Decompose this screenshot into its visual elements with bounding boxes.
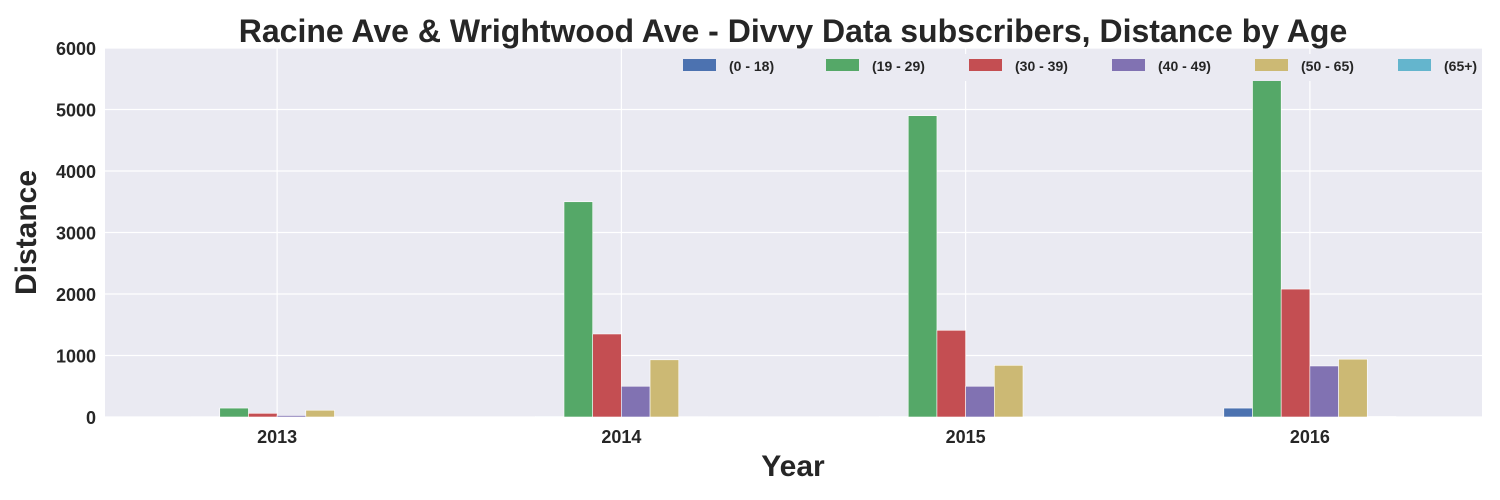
legend-entry: (65+) [1398, 58, 1477, 74]
legend-swatch [969, 59, 1002, 71]
legend-label: (40 - 49) [1158, 58, 1211, 74]
bar [994, 365, 1024, 418]
bar [649, 359, 680, 418]
legend-entry: (19 - 29) [826, 58, 925, 74]
y-tick-labels: 0 1000 2000 3000 4000 5000 6000 [56, 39, 96, 428]
bar [305, 409, 335, 418]
y-tick-label: 4000 [56, 162, 96, 182]
bar-series [276, 365, 1339, 418]
bar-series [248, 288, 1311, 418]
legend-background [675, 54, 1478, 81]
x-axis-label: Year [761, 450, 825, 483]
x-tick-label: 2015 [946, 427, 986, 447]
bar [936, 329, 966, 418]
bar [248, 413, 278, 418]
y-tick-label: 6000 [56, 39, 96, 59]
bar [907, 115, 938, 418]
legend-label: (0 - 18) [729, 58, 774, 74]
x-tick-label: 2013 [257, 427, 297, 447]
bar [276, 415, 307, 418]
legend-entry: (50 - 65) [1255, 58, 1354, 74]
chart-title: Racine Ave & Wrightwood Ave - Divvy Data… [239, 13, 1347, 49]
y-tick-label: 0 [86, 408, 96, 428]
bar-series [219, 79, 1282, 418]
y-axis-label: Distance [10, 170, 43, 295]
y-tick-label: 5000 [56, 101, 96, 121]
bar-series [305, 358, 1368, 418]
bars [190, 79, 1397, 418]
y-tick-label: 1000 [56, 347, 96, 367]
x-tick-label: 2014 [601, 427, 641, 447]
legend-swatch [683, 59, 716, 71]
x-tick-labels: 2013 2014 2015 2016 [257, 427, 1330, 447]
bar [563, 201, 593, 418]
legend-entry: (40 - 49) [1112, 58, 1211, 74]
legend-label: (65+) [1444, 58, 1477, 74]
legend-swatch [1398, 59, 1431, 71]
legend-label: (19 - 29) [872, 58, 925, 74]
legend-swatch [826, 59, 859, 71]
legend: (0 - 18) (19 - 29) (30 - 39) (40 - 49) (50 -… [675, 54, 1478, 81]
bar [965, 385, 995, 418]
legend-label: (30 - 39) [1015, 58, 1068, 74]
legend-label: (50 - 65) [1301, 58, 1354, 74]
bar [1280, 288, 1311, 418]
legend-swatch [1112, 59, 1145, 71]
bar [879, 416, 909, 418]
legend-entry: (0 - 18) [683, 58, 774, 74]
legend-entry: (30 - 39) [969, 58, 1068, 74]
legend-swatch [1255, 59, 1288, 71]
bar [1338, 358, 1368, 418]
bar [219, 407, 249, 418]
y-tick-label: 3000 [56, 224, 96, 244]
bar [592, 333, 622, 418]
x-tick-label: 2016 [1290, 427, 1330, 447]
bar [1252, 79, 1282, 418]
bar [621, 385, 651, 418]
bar [535, 416, 565, 418]
bar [1223, 407, 1253, 418]
y-tick-label: 2000 [56, 285, 96, 305]
bar [1309, 365, 1339, 418]
